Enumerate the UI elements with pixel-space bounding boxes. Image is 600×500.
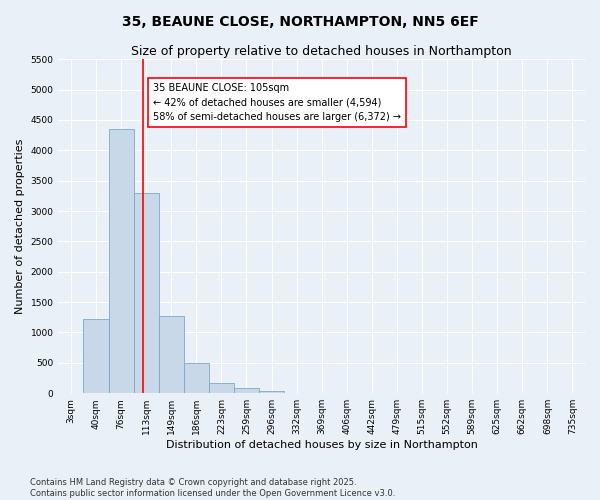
Bar xyxy=(184,364,209,393)
Bar xyxy=(83,318,109,393)
Bar xyxy=(209,382,234,393)
Bar xyxy=(134,193,159,393)
Title: Size of property relative to detached houses in Northampton: Size of property relative to detached ho… xyxy=(131,45,512,58)
Y-axis label: Number of detached properties: Number of detached properties xyxy=(15,138,25,314)
Text: 35, BEAUNE CLOSE, NORTHAMPTON, NN5 6EF: 35, BEAUNE CLOSE, NORTHAMPTON, NN5 6EF xyxy=(122,15,478,29)
Text: Contains HM Land Registry data © Crown copyright and database right 2025.
Contai: Contains HM Land Registry data © Crown c… xyxy=(30,478,395,498)
Bar xyxy=(234,388,259,393)
Bar xyxy=(259,391,284,393)
Bar xyxy=(159,316,184,393)
Text: 35 BEAUNE CLOSE: 105sqm
← 42% of detached houses are smaller (4,594)
58% of semi: 35 BEAUNE CLOSE: 105sqm ← 42% of detache… xyxy=(153,82,401,122)
Bar xyxy=(109,129,134,393)
X-axis label: Distribution of detached houses by size in Northampton: Distribution of detached houses by size … xyxy=(166,440,478,450)
